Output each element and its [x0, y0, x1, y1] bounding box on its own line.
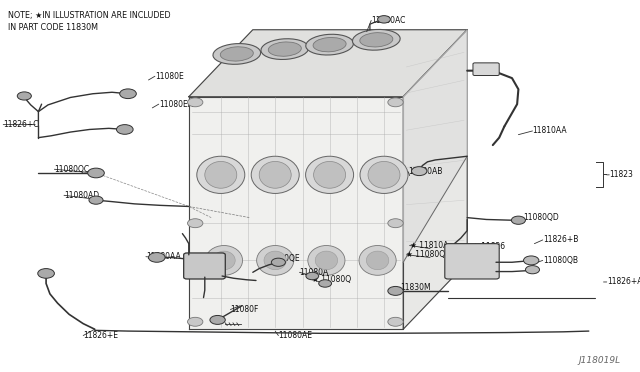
Circle shape — [38, 269, 54, 278]
Text: 11826+A: 11826+A — [607, 278, 640, 286]
Text: J118019L: J118019L — [579, 356, 621, 365]
Ellipse shape — [359, 246, 396, 275]
Circle shape — [319, 280, 332, 287]
Ellipse shape — [360, 33, 393, 47]
Circle shape — [388, 317, 403, 326]
Polygon shape — [403, 30, 467, 329]
Text: 11826+B: 11826+B — [543, 235, 578, 244]
Text: ★ 11810A: ★ 11810A — [410, 241, 448, 250]
Text: 11080AC: 11080AC — [371, 16, 406, 25]
Circle shape — [524, 256, 539, 265]
FancyBboxPatch shape — [473, 63, 499, 76]
Circle shape — [511, 216, 525, 224]
Text: 11080QD: 11080QD — [524, 213, 559, 222]
Text: 11080E: 11080E — [155, 72, 184, 81]
Polygon shape — [189, 30, 467, 97]
Polygon shape — [403, 30, 467, 262]
Circle shape — [412, 167, 427, 176]
Ellipse shape — [205, 161, 237, 188]
Ellipse shape — [205, 246, 243, 275]
Ellipse shape — [220, 47, 253, 61]
Ellipse shape — [306, 156, 354, 193]
Ellipse shape — [366, 251, 388, 270]
Circle shape — [116, 125, 133, 134]
Circle shape — [388, 219, 403, 228]
FancyBboxPatch shape — [184, 253, 225, 279]
Circle shape — [188, 98, 203, 107]
Circle shape — [188, 219, 203, 228]
Text: 11080A: 11080A — [300, 268, 329, 277]
Ellipse shape — [257, 246, 294, 275]
Text: 11080QB: 11080QB — [543, 256, 578, 265]
Ellipse shape — [360, 156, 408, 193]
Circle shape — [525, 266, 540, 274]
Ellipse shape — [264, 251, 287, 270]
Circle shape — [306, 272, 319, 280]
Text: 11080EA: 11080EA — [159, 100, 193, 109]
Polygon shape — [189, 97, 403, 329]
Text: NOTE; ★IN ILLUSTRATION ARE INCLUDED
IN PART CODE 11830M: NOTE; ★IN ILLUSTRATION ARE INCLUDED IN P… — [8, 11, 170, 32]
Text: ★ 11826: ★ 11826 — [472, 242, 506, 251]
Circle shape — [188, 317, 203, 326]
Ellipse shape — [213, 44, 260, 64]
Text: 11080QC: 11080QC — [54, 165, 90, 174]
Ellipse shape — [315, 251, 338, 270]
Ellipse shape — [259, 161, 291, 188]
Circle shape — [148, 253, 165, 262]
Ellipse shape — [308, 246, 345, 275]
Circle shape — [210, 315, 225, 324]
Text: 11080AB: 11080AB — [408, 167, 443, 176]
Circle shape — [88, 168, 104, 178]
Text: 11080F: 11080F — [230, 305, 259, 314]
Text: 11823: 11823 — [609, 170, 633, 179]
Text: 11080AD: 11080AD — [64, 191, 99, 200]
Circle shape — [271, 258, 285, 266]
Text: ★ 11080QA: ★ 11080QA — [406, 250, 451, 259]
Text: 11830M: 11830M — [400, 283, 431, 292]
Ellipse shape — [368, 161, 400, 188]
Circle shape — [388, 286, 403, 295]
Text: 11826+C: 11826+C — [3, 120, 38, 129]
Ellipse shape — [306, 34, 353, 55]
Circle shape — [89, 196, 103, 204]
Text: 11080AE: 11080AE — [278, 331, 312, 340]
FancyBboxPatch shape — [445, 244, 499, 279]
Ellipse shape — [212, 251, 236, 270]
Circle shape — [378, 16, 390, 23]
Ellipse shape — [251, 156, 300, 193]
Circle shape — [120, 89, 136, 99]
Text: 11810AA: 11810AA — [532, 126, 567, 135]
Ellipse shape — [314, 161, 346, 188]
Text: ★ 11080Q: ★ 11080Q — [312, 275, 351, 284]
Ellipse shape — [261, 39, 308, 60]
Ellipse shape — [268, 42, 301, 56]
Circle shape — [17, 92, 31, 100]
Ellipse shape — [313, 38, 346, 52]
Text: 11080QE: 11080QE — [266, 254, 300, 263]
Text: 11826+E: 11826+E — [83, 331, 118, 340]
Circle shape — [388, 98, 403, 107]
Text: 11080AA: 11080AA — [146, 252, 180, 261]
Ellipse shape — [353, 29, 400, 50]
Ellipse shape — [197, 156, 244, 193]
